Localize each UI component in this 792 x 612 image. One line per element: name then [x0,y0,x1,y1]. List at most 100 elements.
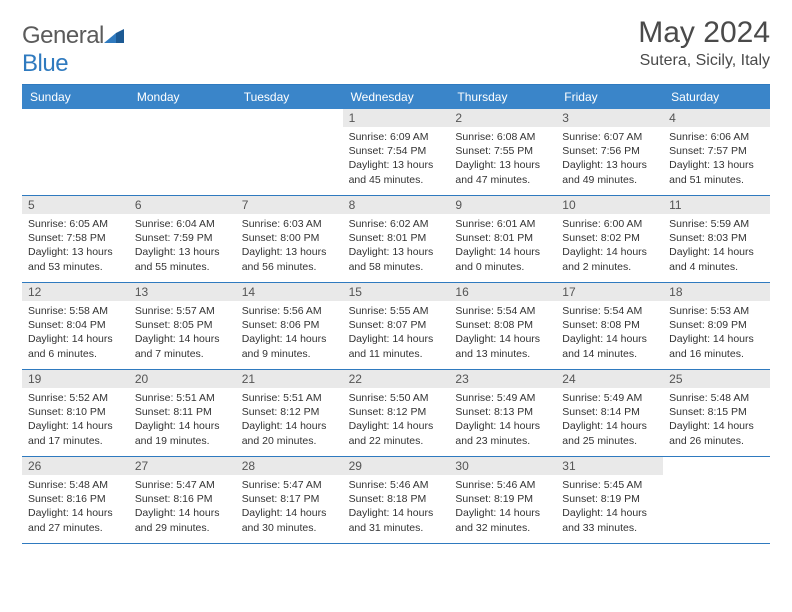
sunrise-line: Sunrise: 5:55 AM [349,304,444,318]
day-number: 2 [449,109,556,127]
daylight-line: Daylight: 14 hours and 0 minutes. [455,245,550,273]
brand-text-gray: General [22,22,104,49]
day-number: 3 [556,109,663,127]
sunrise-line: Sunrise: 5:53 AM [669,304,764,318]
weekday-header-row: SundayMondayTuesdayWednesdayThursdayFrid… [22,85,770,109]
sunrise-line: Sunrise: 5:50 AM [349,391,444,405]
day-cell: 30Sunrise: 5:46 AMSunset: 8:19 PMDayligh… [449,457,556,543]
sunrise-line: Sunrise: 6:03 AM [242,217,337,231]
daylight-line: Daylight: 13 hours and 53 minutes. [28,245,123,273]
brand-logo: GeneralBlue [22,16,124,78]
sunset-line: Sunset: 8:12 PM [242,405,337,419]
day-number: 14 [236,283,343,301]
sunset-line: Sunset: 8:08 PM [455,318,550,332]
day-number: 11 [663,196,770,214]
page-header: GeneralBlue May 2024 Sutera, Sicily, Ita… [22,16,770,78]
daylight-line: Daylight: 14 hours and 11 minutes. [349,332,444,360]
sunset-line: Sunset: 8:04 PM [28,318,123,332]
sunset-line: Sunset: 8:13 PM [455,405,550,419]
day-cell: 6Sunrise: 6:04 AMSunset: 7:59 PMDaylight… [129,196,236,282]
sunset-line: Sunset: 8:19 PM [562,492,657,506]
empty-cell [22,109,129,195]
sunset-line: Sunset: 8:12 PM [349,405,444,419]
day-number: 1 [343,109,450,127]
brand-text-blue: Blue [22,50,68,77]
sunrise-line: Sunrise: 5:48 AM [28,478,123,492]
day-cell: 11Sunrise: 5:59 AMSunset: 8:03 PMDayligh… [663,196,770,282]
sunrise-line: Sunrise: 5:51 AM [242,391,337,405]
daylight-line: Daylight: 14 hours and 2 minutes. [562,245,657,273]
weekday-header: Friday [556,85,663,109]
day-number: 28 [236,457,343,475]
sunrise-line: Sunrise: 5:48 AM [669,391,764,405]
daylight-line: Daylight: 14 hours and 16 minutes. [669,332,764,360]
sunset-line: Sunset: 8:09 PM [669,318,764,332]
sunrise-line: Sunrise: 5:46 AM [455,478,550,492]
sunrise-line: Sunrise: 6:00 AM [562,217,657,231]
location-subtitle: Sutera, Sicily, Italy [638,52,770,70]
sunset-line: Sunset: 8:16 PM [28,492,123,506]
day-number: 19 [22,370,129,388]
day-cell: 24Sunrise: 5:49 AMSunset: 8:14 PMDayligh… [556,370,663,456]
day-cell: 7 Sunrise: 6:03 AMSunset: 8:00 PMDaylight… [236,196,343,282]
daylight-line: Daylight: 14 hours and 14 minutes. [562,332,657,360]
daylight-line: Daylight: 14 hours and 33 minutes. [562,506,657,534]
sunset-line: Sunset: 8:05 PM [135,318,230,332]
week-row: 5Sunrise: 6:05 AMSunset: 7:58 PMDaylight… [22,196,770,283]
day-number: 26 [22,457,129,475]
day-cell: 26Sunrise: 5:48 AMSunset: 8:16 PMDayligh… [22,457,129,543]
day-cell: 31Sunrise: 5:45 AMSunset: 8:19 PMDayligh… [556,457,663,543]
daylight-line: Daylight: 14 hours and 20 minutes. [242,419,337,447]
day-number: 8 [343,196,450,214]
day-number: 4 [663,109,770,127]
day-cell: 8Sunrise: 6:02 AMSunset: 8:01 PMDaylight… [343,196,450,282]
sunset-line: Sunset: 8:00 PM [242,231,337,245]
daylight-line: Daylight: 13 hours and 45 minutes. [349,158,444,186]
sunset-line: Sunset: 7:56 PM [562,144,657,158]
sunrise-line: Sunrise: 6:02 AM [349,217,444,231]
day-cell: 22 Sunrise: 5:50 AMSunset: 8:12 PMDayligh… [343,370,450,456]
day-cell: 21Sunrise: 5:51 AMSunset: 8:12 PMDayligh… [236,370,343,456]
daylight-line: Daylight: 14 hours and 26 minutes. [669,419,764,447]
day-cell: 5Sunrise: 6:05 AMSunset: 7:58 PMDaylight… [22,196,129,282]
day-number: 22 [343,370,450,388]
brand-text: GeneralBlue [22,22,124,78]
sunrise-line: Sunrise: 6:07 AM [562,130,657,144]
sunrise-line: Sunrise: 6:05 AM [28,217,123,231]
sunset-line: Sunset: 8:17 PM [242,492,337,506]
sunset-line: Sunset: 8:18 PM [349,492,444,506]
sunrise-line: Sunrise: 5:54 AM [455,304,550,318]
day-number [236,109,343,127]
day-number: 6 [129,196,236,214]
week-row: 19Sunrise: 5:52 AMSunset: 8:10 PMDayligh… [22,370,770,457]
sunrise-line: Sunrise: 5:45 AM [562,478,657,492]
day-number [663,457,770,475]
daylight-line: Daylight: 14 hours and 32 minutes. [455,506,550,534]
day-cell: 29Sunrise: 5:46 AMSunset: 8:18 PMDayligh… [343,457,450,543]
day-number: 30 [449,457,556,475]
day-number: 25 [663,370,770,388]
daylight-line: Daylight: 14 hours and 22 minutes. [349,419,444,447]
sunrise-line: Sunrise: 6:08 AM [455,130,550,144]
week-row: 12Sunrise: 5:58 AMSunset: 8:04 PMDayligh… [22,283,770,370]
brand-mark-icon [104,27,124,43]
sunrise-line: Sunrise: 6:06 AM [669,130,764,144]
day-number [129,109,236,127]
sunrise-line: Sunrise: 5:49 AM [562,391,657,405]
weekday-header: Tuesday [236,85,343,109]
sunset-line: Sunset: 7:55 PM [455,144,550,158]
daylight-line: Daylight: 13 hours and 56 minutes. [242,245,337,273]
day-number: 20 [129,370,236,388]
day-number: 24 [556,370,663,388]
sunset-line: Sunset: 7:54 PM [349,144,444,158]
day-cell: 27Sunrise: 5:47 AMSunset: 8:16 PMDayligh… [129,457,236,543]
sunrise-line: Sunrise: 5:49 AM [455,391,550,405]
sunrise-line: Sunrise: 5:59 AM [669,217,764,231]
sunset-line: Sunset: 8:08 PM [562,318,657,332]
sunset-line: Sunset: 8:14 PM [562,405,657,419]
daylight-line: Daylight: 14 hours and 19 minutes. [135,419,230,447]
daylight-line: Daylight: 13 hours and 51 minutes. [669,158,764,186]
sunset-line: Sunset: 8:07 PM [349,318,444,332]
day-number: 7 [236,196,343,214]
day-cell: 3Sunrise: 6:07 AMSunset: 7:56 PMDaylight… [556,109,663,195]
